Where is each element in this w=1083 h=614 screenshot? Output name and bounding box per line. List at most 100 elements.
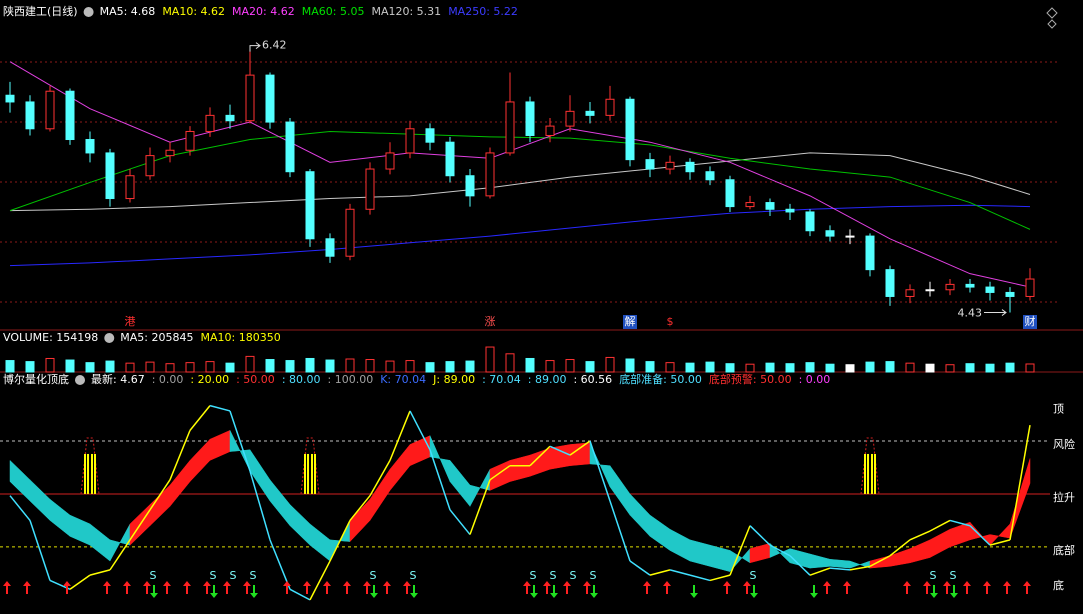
signal-up bbox=[3, 581, 11, 594]
candle-body bbox=[25, 101, 35, 130]
candle-body bbox=[585, 110, 595, 116]
signal-s: S bbox=[570, 569, 577, 582]
signal-up bbox=[383, 581, 391, 594]
signal-s: S bbox=[550, 569, 557, 582]
volume-bar bbox=[385, 360, 395, 373]
header-item: VOLUME: 154198 bbox=[3, 331, 98, 344]
candle-body bbox=[945, 283, 955, 291]
candle-body bbox=[265, 74, 275, 123]
volume-bar bbox=[605, 356, 615, 373]
j-line bbox=[649, 569, 671, 576]
j-line bbox=[849, 565, 871, 571]
menu-icon[interactable] bbox=[83, 7, 94, 17]
header-item: : 80.00 bbox=[282, 373, 321, 386]
signal-up bbox=[283, 581, 291, 594]
ma-line bbox=[9, 61, 1031, 288]
candle-body bbox=[445, 141, 455, 177]
volume-bar bbox=[465, 360, 475, 373]
volume-bar bbox=[725, 363, 735, 373]
j-line bbox=[69, 574, 91, 590]
signal-s: S bbox=[230, 569, 237, 582]
header-item: MA250: 5.22 bbox=[448, 5, 518, 18]
j-line bbox=[209, 404, 231, 412]
candle-body bbox=[905, 289, 915, 297]
volume-bar bbox=[845, 364, 855, 373]
volume-bar bbox=[285, 360, 295, 373]
j-line bbox=[369, 460, 391, 497]
signal-up bbox=[563, 581, 571, 594]
volume-bar bbox=[305, 357, 315, 373]
j-line bbox=[789, 555, 811, 576]
candle-body bbox=[805, 211, 815, 232]
signal-up bbox=[303, 581, 311, 594]
event-label: 涨 bbox=[485, 315, 496, 328]
volume-bar bbox=[945, 364, 955, 373]
signal-up bbox=[943, 581, 951, 594]
candle-body bbox=[245, 74, 255, 122]
annotation-label: 4.43 bbox=[958, 307, 983, 320]
header-item: 最新: 4.67 bbox=[91, 372, 145, 386]
volume-bar bbox=[125, 362, 135, 373]
signal-s: S bbox=[590, 569, 597, 582]
menu-icon[interactable] bbox=[104, 333, 115, 343]
event-label: $ bbox=[667, 315, 674, 328]
candle-body bbox=[525, 101, 535, 136]
j-line bbox=[149, 479, 171, 511]
volume-bar bbox=[325, 359, 335, 373]
j-line bbox=[749, 525, 771, 546]
header-item: : 60.56 bbox=[573, 373, 612, 386]
header-item: 博尔量化顶底 bbox=[3, 372, 69, 386]
signal-down bbox=[370, 585, 378, 598]
candle-body bbox=[85, 139, 95, 154]
candle-body bbox=[1005, 291, 1015, 297]
candle-body bbox=[565, 110, 575, 127]
j-line bbox=[389, 410, 411, 461]
volume-bar bbox=[485, 346, 495, 373]
event-label: 财 bbox=[1025, 314, 1036, 328]
volume-bar bbox=[45, 357, 55, 373]
menu-icon[interactable] bbox=[75, 375, 85, 385]
signal-s: S bbox=[370, 569, 377, 582]
panel-icons[interactable] bbox=[1046, 7, 1058, 29]
j-line bbox=[869, 555, 891, 567]
j-line bbox=[969, 525, 991, 546]
j-line bbox=[589, 440, 611, 502]
volume-bar bbox=[985, 363, 995, 373]
j-line bbox=[629, 560, 651, 576]
signal-down bbox=[690, 585, 698, 598]
signal-down bbox=[150, 585, 158, 598]
signal-up bbox=[223, 581, 231, 594]
volume-bar bbox=[525, 357, 535, 373]
candle-body bbox=[625, 98, 635, 161]
signal-s: S bbox=[530, 569, 537, 582]
volume-bar bbox=[885, 361, 895, 373]
signal-up bbox=[843, 581, 851, 594]
signal-s: S bbox=[930, 569, 937, 582]
signal-s: S bbox=[250, 569, 257, 582]
candle-body bbox=[505, 101, 515, 154]
j-line bbox=[329, 520, 351, 562]
signal-up bbox=[403, 581, 411, 594]
candle-body bbox=[545, 125, 555, 136]
signal-up bbox=[723, 581, 731, 594]
candle-body bbox=[365, 168, 375, 210]
kd-ribbon bbox=[569, 442, 591, 466]
volume-bar bbox=[425, 362, 435, 373]
candle-body bbox=[885, 269, 895, 297]
candle-body bbox=[5, 94, 15, 103]
j-line bbox=[989, 539, 1011, 546]
j-line bbox=[189, 405, 211, 431]
candle-body bbox=[325, 238, 335, 257]
level-label: 底部 bbox=[1053, 543, 1075, 557]
candle-body bbox=[185, 130, 195, 151]
event-bg bbox=[623, 315, 637, 329]
header-item: 陕西建工(日线) bbox=[3, 4, 78, 18]
candle-body bbox=[465, 175, 475, 197]
j-line bbox=[429, 449, 451, 511]
volume-bar bbox=[345, 358, 355, 373]
signal-down bbox=[810, 585, 818, 598]
header-item: MA60: 5.05 bbox=[302, 5, 365, 18]
signal-up bbox=[583, 581, 591, 594]
j-line bbox=[269, 539, 291, 590]
j-line bbox=[229, 410, 251, 472]
